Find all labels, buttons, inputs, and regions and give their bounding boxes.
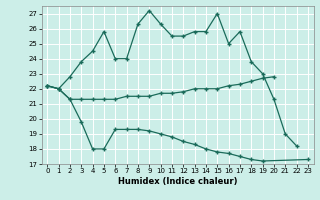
X-axis label: Humidex (Indice chaleur): Humidex (Indice chaleur) — [118, 177, 237, 186]
